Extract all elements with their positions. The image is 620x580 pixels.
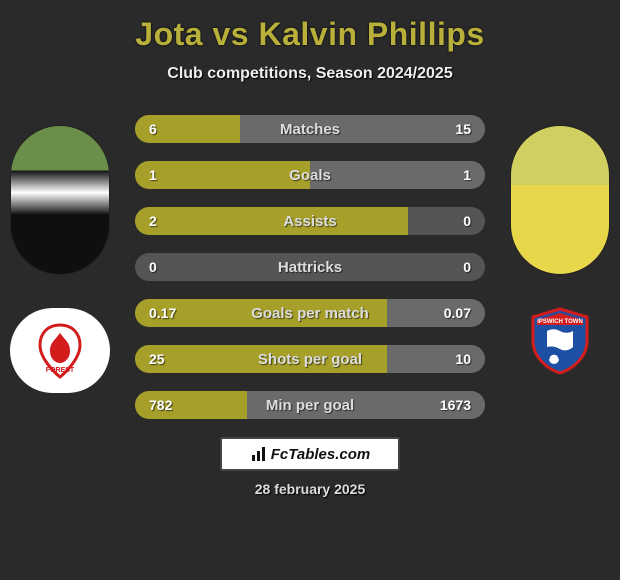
stat-label: Assists bbox=[135, 213, 485, 230]
stat-label: Shots per goal bbox=[135, 351, 485, 368]
stats-list: 6Matches151Goals12Assists00Hattricks00.1… bbox=[135, 115, 485, 419]
club-left-crest: FOREST bbox=[10, 308, 110, 393]
stat-row: 1Goals1 bbox=[135, 161, 485, 189]
stat-value-right: 1 bbox=[463, 167, 471, 183]
svg-text:IPSWICH TOWN: IPSWICH TOWN bbox=[537, 319, 583, 325]
subtitle: Club competitions, Season 2024/2025 bbox=[10, 65, 610, 83]
page-title: Jota vs Kalvin Phillips bbox=[10, 16, 610, 53]
stat-value-right: 0 bbox=[463, 259, 471, 275]
stat-row: 782Min per goal1673 bbox=[135, 391, 485, 419]
player-right-photo bbox=[510, 125, 610, 275]
stat-value-right: 15 bbox=[455, 121, 471, 137]
stat-row: 6Matches15 bbox=[135, 115, 485, 143]
fctables-badge: FcTables.com bbox=[220, 437, 400, 471]
stat-label: Goals bbox=[135, 167, 485, 184]
stat-row: 0Hattricks0 bbox=[135, 253, 485, 281]
club-right-crest: IPSWICH TOWN bbox=[510, 298, 610, 383]
stat-row: 2Assists0 bbox=[135, 207, 485, 235]
stat-row: 25Shots per goal10 bbox=[135, 345, 485, 373]
stat-label: Matches bbox=[135, 121, 485, 138]
stat-row: 0.17Goals per match0.07 bbox=[135, 299, 485, 327]
stat-value-right: 0 bbox=[463, 213, 471, 229]
stat-label: Goals per match bbox=[135, 305, 485, 322]
date-text: 28 february 2025 bbox=[10, 481, 610, 497]
ipswich-crest-icon: IPSWICH TOWN bbox=[529, 307, 591, 375]
forest-crest-icon: FOREST bbox=[30, 321, 90, 381]
stat-label: Min per goal bbox=[135, 397, 485, 414]
stat-value-right: 0.07 bbox=[444, 305, 471, 321]
chart-icon bbox=[250, 445, 268, 463]
svg-text:FOREST: FOREST bbox=[46, 367, 75, 374]
stat-value-right: 10 bbox=[455, 351, 471, 367]
stat-value-right: 1673 bbox=[440, 397, 471, 413]
stat-label: Hattricks bbox=[135, 259, 485, 276]
player-left-photo bbox=[10, 125, 110, 275]
fctables-label: FcTables.com bbox=[271, 446, 370, 463]
